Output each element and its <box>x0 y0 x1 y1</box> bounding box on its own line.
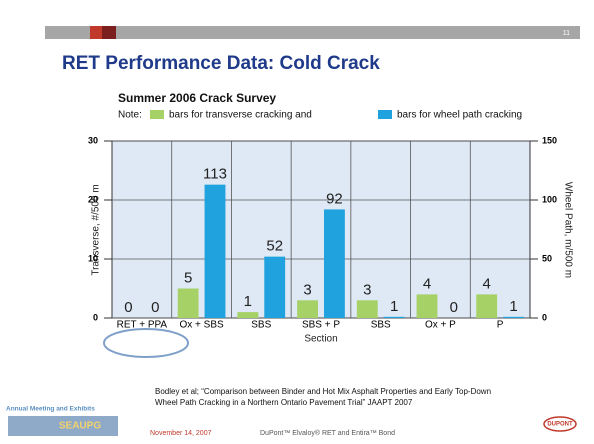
footer-product: DuPont™ Elvaloy® RET and Entira™ Bond <box>260 429 395 437</box>
legend-label: bars for transverse cracking and <box>169 110 312 121</box>
bar <box>356 300 378 318</box>
value-label: 4 <box>423 275 431 292</box>
value-label: 3 <box>303 281 311 298</box>
value-label: 1 <box>244 293 252 310</box>
legend-swatch <box>150 110 164 119</box>
bar <box>416 294 438 318</box>
logo-bg <box>8 416 118 436</box>
bar <box>476 294 498 318</box>
legend-note: Note: <box>118 110 142 121</box>
brand-logo <box>543 416 577 432</box>
x-tick-label: SBS <box>371 320 391 331</box>
y-tick-label: 0 <box>93 312 98 322</box>
y-axis-label: Transverse, #/500 m <box>91 184 102 275</box>
citation-line: Bodley et al; “Comparison between Binder… <box>155 387 491 396</box>
plot-area <box>111 140 531 319</box>
y2-axis-label: Wheel Path, m/500 m <box>562 182 573 278</box>
x-tick-label: Ox + SBS <box>179 320 224 331</box>
header-band <box>45 26 580 39</box>
header-accent <box>102 26 116 39</box>
bar <box>297 300 318 318</box>
x-tick-label: Ox + P <box>425 320 456 331</box>
slide-number: 11 <box>563 30 570 37</box>
bar <box>383 316 405 318</box>
value-label: 0 <box>450 299 458 316</box>
value-label: 4 <box>483 275 491 292</box>
x-axis-label: Section <box>304 334 337 345</box>
y-tick-label: 10 <box>88 253 98 263</box>
footer-date: November 14, 2007 <box>150 430 212 437</box>
bar <box>503 316 524 318</box>
chart-title: Summer 2006 Crack Survey <box>118 91 276 105</box>
citation-line: Wheel Path Cracking in a Northern Ontari… <box>155 398 413 407</box>
highlight-circle <box>103 328 189 358</box>
x-tick-label: P <box>497 320 504 331</box>
header-accent <box>90 26 102 39</box>
bar <box>177 288 199 318</box>
value-label: 52 <box>266 238 283 255</box>
y2-tick-label: 150 <box>542 135 557 145</box>
event-name: Annual Meeting and Exhibits <box>6 406 95 413</box>
slide-title: RET Performance Data: Cold Crack <box>62 53 380 74</box>
legend-label: bars for wheel path cracking <box>397 110 522 121</box>
y2-tick-label: 50 <box>542 253 552 263</box>
bar <box>204 184 226 318</box>
x-tick-label: SBS <box>251 320 271 331</box>
brand-text: DUPONT <box>547 422 573 428</box>
value-label: 92 <box>326 190 343 207</box>
x-tick-label: RET + PPA <box>117 320 168 331</box>
y2-tick-label: 0 <box>542 312 547 322</box>
value-label: 1 <box>390 298 398 315</box>
y-tick-label: 30 <box>88 135 98 145</box>
value-label: 0 <box>124 299 132 316</box>
bar <box>324 209 345 318</box>
value-label: 5 <box>184 269 192 286</box>
y-tick-label: 20 <box>88 194 98 204</box>
bar <box>237 312 259 318</box>
value-label: 113 <box>203 166 227 183</box>
bar <box>264 256 286 318</box>
x-tick-label: SBS + P <box>302 320 340 331</box>
legend-swatch <box>378 110 392 119</box>
logo-text: SEAUPG <box>59 421 101 432</box>
value-label: 3 <box>363 281 371 298</box>
y2-tick-label: 100 <box>542 194 557 204</box>
value-label: 0 <box>151 299 159 316</box>
value-label: 1 <box>509 298 517 315</box>
